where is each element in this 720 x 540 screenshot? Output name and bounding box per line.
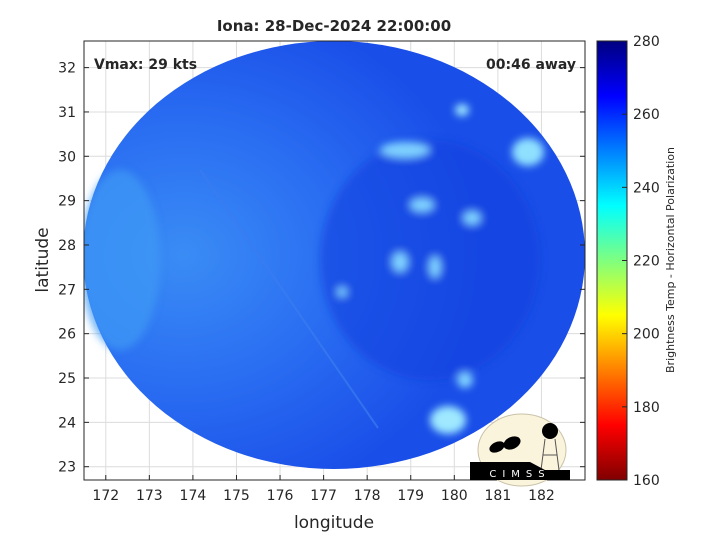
y-tick-label: 24: [58, 415, 76, 431]
y-tick-label: 29: [58, 194, 76, 210]
y-tick-label: 27: [58, 282, 76, 298]
x-tick-label: 172: [92, 488, 119, 504]
y-tick-label: 26: [58, 327, 76, 343]
logo-text: CIMSS: [489, 469, 550, 480]
x-tick-label: 176: [267, 488, 294, 504]
x-tick-label: 179: [397, 488, 424, 504]
x-tick-label: 182: [528, 488, 555, 504]
x-tick-label: 174: [180, 488, 207, 504]
y-tick-label: 25: [58, 371, 76, 387]
brightness-temp-swath: [84, 41, 585, 469]
x-tick-label: 177: [310, 488, 337, 504]
time-away-annotation: 00:46 away: [486, 57, 576, 73]
plot-frame: [83, 40, 586, 481]
y-tick-label: 31: [58, 105, 76, 121]
x-tick-label: 181: [485, 488, 512, 504]
colorbar-tick-label: 160: [633, 473, 660, 489]
colorbar-tick-label: 200: [633, 327, 660, 343]
x-tick-label: 180: [441, 488, 468, 504]
colorbar-tick-label: 240: [633, 180, 660, 196]
plot-title: Iona: 28-Dec-2024 22:00:00: [217, 17, 451, 35]
cimss-logo: CIMSS: [470, 413, 570, 487]
y-tick-label: 28: [58, 238, 76, 254]
x-tick-label: 173: [136, 488, 163, 504]
colorbar-label: Brightness Temp - Horizontal Polarizatio…: [664, 147, 677, 373]
axis-ticks: 172 173 174 175 176 177 178 179 180 181 182 23 24 25 2…: [58, 61, 585, 504]
colorbar-tick-label: 220: [633, 254, 660, 270]
colorbar-tick-label: 180: [633, 400, 660, 416]
x-tick-label: 175: [223, 488, 250, 504]
y-tick-label: 23: [58, 460, 76, 476]
y-tick-label: 30: [58, 149, 76, 165]
vmax-annotation: Vmax: 29 kts: [94, 57, 197, 73]
y-axis-label: latitude: [33, 227, 53, 292]
x-tick-label: 178: [354, 488, 381, 504]
x-axis-label: longitude: [294, 513, 374, 533]
y-tick-label: 32: [58, 61, 76, 77]
colorbar-tick-label: 260: [633, 107, 660, 123]
colorbar-tick-label: 280: [633, 34, 660, 50]
colorbar-ticks: 160 180 200 220 240 260 280: [622, 34, 660, 489]
